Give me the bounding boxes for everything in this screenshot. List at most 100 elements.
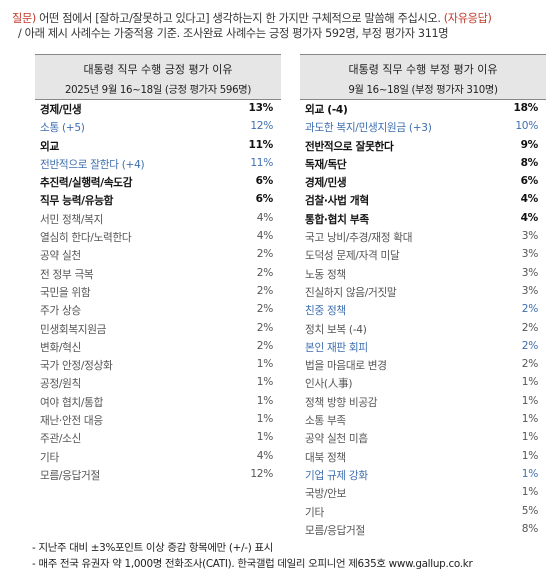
footnote-2: - 매주 전국 유권자 약 1,000명 전화조사(CATI). 한국갤럽 데일… bbox=[32, 558, 473, 570]
question-line: 질문) 어떤 점에서 [잘하고/잘못하고 있다고] 생각하는지 한 가지만 구체… bbox=[12, 11, 552, 26]
table-row: 본인 재판 회피 2% bbox=[300, 338, 546, 356]
table-row: 경제/민생 6% bbox=[300, 173, 546, 191]
row-label: 검찰·사법 개혁 bbox=[305, 195, 369, 208]
table-row: 인사(人事) 1% bbox=[300, 374, 546, 392]
row-value: 3% bbox=[521, 266, 539, 279]
table-row: 노동 정책 3% bbox=[300, 265, 546, 283]
table-row: 모름/응답거절 8% bbox=[300, 521, 546, 539]
row-value: 18% bbox=[513, 102, 539, 114]
row-label: 국가 안정/정상화 bbox=[40, 360, 113, 373]
row-value: 1% bbox=[521, 486, 539, 499]
row-label: 전 정부 극복 bbox=[40, 268, 94, 281]
table-row: 법을 마음대로 변경 2% bbox=[300, 356, 546, 374]
row-label: 통합·협치 부족 bbox=[305, 213, 369, 226]
table-row: 소통 부족 1% bbox=[300, 411, 546, 429]
table-row: 공정/원칙 1% bbox=[35, 374, 281, 392]
row-label: 국고 낭비/추경/재정 확대 bbox=[305, 232, 413, 245]
table-row: 여야 협치/통합 1% bbox=[35, 393, 281, 411]
table-row: 경제/민생 13% bbox=[35, 100, 281, 118]
row-label: 공약 실천 미흡 bbox=[305, 433, 368, 446]
table-row: 독재/독단 8% bbox=[300, 155, 546, 173]
row-label: 열심히 한다/노력한다 bbox=[40, 232, 132, 245]
row-value: 2% bbox=[521, 339, 539, 352]
row-label: 정치 보복 (-4) bbox=[305, 323, 367, 336]
row-label: 공약 실천 bbox=[40, 250, 81, 263]
table-row: 외교 11% bbox=[35, 137, 281, 155]
table-row: 소통 (+5) 12% bbox=[35, 118, 281, 136]
row-value: 6% bbox=[255, 175, 274, 188]
row-label: 재난·안전 대응 bbox=[40, 415, 103, 428]
table-row: 열심히 한다/노력한다 4% bbox=[35, 228, 281, 246]
positive-rows: 경제/민생 13% 소통 (+5) 12% 외교 11% 전반적으로 잘한다 (+4) 11%… bbox=[35, 100, 281, 484]
table-row: 주관/소신 1% bbox=[35, 429, 281, 447]
row-value: 1% bbox=[256, 431, 274, 444]
table-row: 도덕성 문제/자격 미달 3% bbox=[300, 246, 546, 264]
table-row: 정책 방향 비공감 1% bbox=[300, 393, 546, 411]
row-label: 소통 (+5) bbox=[40, 122, 85, 135]
row-label: 독재/독단 bbox=[305, 158, 347, 171]
row-value: 8% bbox=[521, 522, 539, 535]
table-row: 국고 낭비/추경/재정 확대 3% bbox=[300, 228, 546, 246]
row-value: 1% bbox=[256, 358, 274, 371]
row-value: 4% bbox=[256, 449, 274, 462]
positive-subtitle: 2025년 9월 16~18일 (긍정 평가자 596명) bbox=[64, 85, 252, 96]
row-label: 법을 마음대로 변경 bbox=[305, 360, 387, 373]
table-row: 통합·협치 부족 4% bbox=[300, 210, 546, 228]
table-row: 과도한 복지/민생지원금 (+3) 10% bbox=[300, 118, 546, 136]
table-row: 전 정부 극복 2% bbox=[35, 265, 281, 283]
row-value: 2% bbox=[256, 303, 274, 316]
row-value: 4% bbox=[256, 211, 274, 224]
row-value: 3% bbox=[521, 230, 539, 243]
table-row: 기업 규제 강화 1% bbox=[300, 466, 546, 484]
table-row: 국가 안정/정상화 1% bbox=[35, 356, 281, 374]
table-row: 서민 정책/복지 4% bbox=[35, 210, 281, 228]
row-label: 직무 능력/유능함 bbox=[40, 195, 114, 208]
row-label: 모름/응답거절 bbox=[40, 469, 100, 482]
row-label: 소통 부족 bbox=[305, 415, 346, 428]
row-label: 여야 협치/통합 bbox=[40, 396, 104, 409]
row-value: 1% bbox=[521, 431, 539, 444]
row-label: 본인 재판 회피 bbox=[305, 341, 368, 354]
positive-header: 대통령 직무 수행 긍정 평가 이유 2025년 9월 16~18일 (긍정 평… bbox=[35, 54, 281, 100]
table-row: 친중 정책 2% bbox=[300, 301, 546, 319]
row-label: 인사(人事) bbox=[305, 378, 353, 391]
row-label: 전반적으로 잘못한다 bbox=[305, 140, 394, 153]
row-label: 외교 (-4) bbox=[305, 104, 348, 116]
row-label: 기타 bbox=[305, 506, 324, 519]
row-label: 과도한 복지/민생지원금 (+3) bbox=[305, 122, 432, 135]
row-label: 추진력/실행력/속도감 bbox=[40, 177, 133, 190]
row-value: 4% bbox=[520, 193, 539, 206]
negative-header: 대통령 직무 수행 부정 평가 이유 9월 16~18일 (부정 평가자 310… bbox=[300, 54, 546, 100]
row-value: 9% bbox=[520, 138, 539, 151]
table-row: 전반적으로 잘못한다 9% bbox=[300, 137, 546, 155]
row-value: 2% bbox=[521, 303, 539, 316]
row-value: 3% bbox=[521, 284, 539, 297]
row-value: 1% bbox=[521, 394, 539, 407]
row-label: 대북 정책 bbox=[305, 451, 346, 464]
question-suffix: (자유응답) bbox=[443, 12, 492, 25]
table-row: 공약 실천 미흡 1% bbox=[300, 429, 546, 447]
row-value: 1% bbox=[521, 449, 539, 462]
row-value: 2% bbox=[256, 339, 274, 352]
row-value: 1% bbox=[256, 413, 274, 426]
row-label: 진실하지 않음/거짓말 bbox=[305, 286, 397, 299]
row-value: 5% bbox=[521, 504, 539, 517]
table-row: 정치 보복 (-4) 2% bbox=[300, 320, 546, 338]
row-label: 기타 bbox=[40, 451, 59, 464]
row-value: 1% bbox=[256, 376, 274, 389]
row-label: 모름/응답거절 bbox=[305, 524, 365, 537]
row-label: 국민을 위함 bbox=[40, 286, 91, 299]
row-value: 12% bbox=[250, 467, 273, 480]
row-value: 2% bbox=[256, 284, 274, 297]
row-value: 2% bbox=[521, 321, 539, 334]
table-row: 재난·안전 대응 1% bbox=[35, 411, 281, 429]
row-value: 11% bbox=[248, 138, 274, 151]
row-value: 10% bbox=[515, 120, 538, 133]
row-value: 4% bbox=[520, 211, 539, 224]
row-label: 도덕성 문제/자격 미달 bbox=[305, 250, 400, 263]
table-row: 진실하지 않음/거짓말 3% bbox=[300, 283, 546, 301]
row-label: 민생회복지원금 bbox=[40, 323, 107, 336]
negative-title: 대통령 직무 수행 부정 평가 이유 bbox=[348, 63, 498, 76]
negative-panel: 대통령 직무 수행 부정 평가 이유 9월 16~18일 (부정 평가자 310… bbox=[300, 54, 546, 537]
